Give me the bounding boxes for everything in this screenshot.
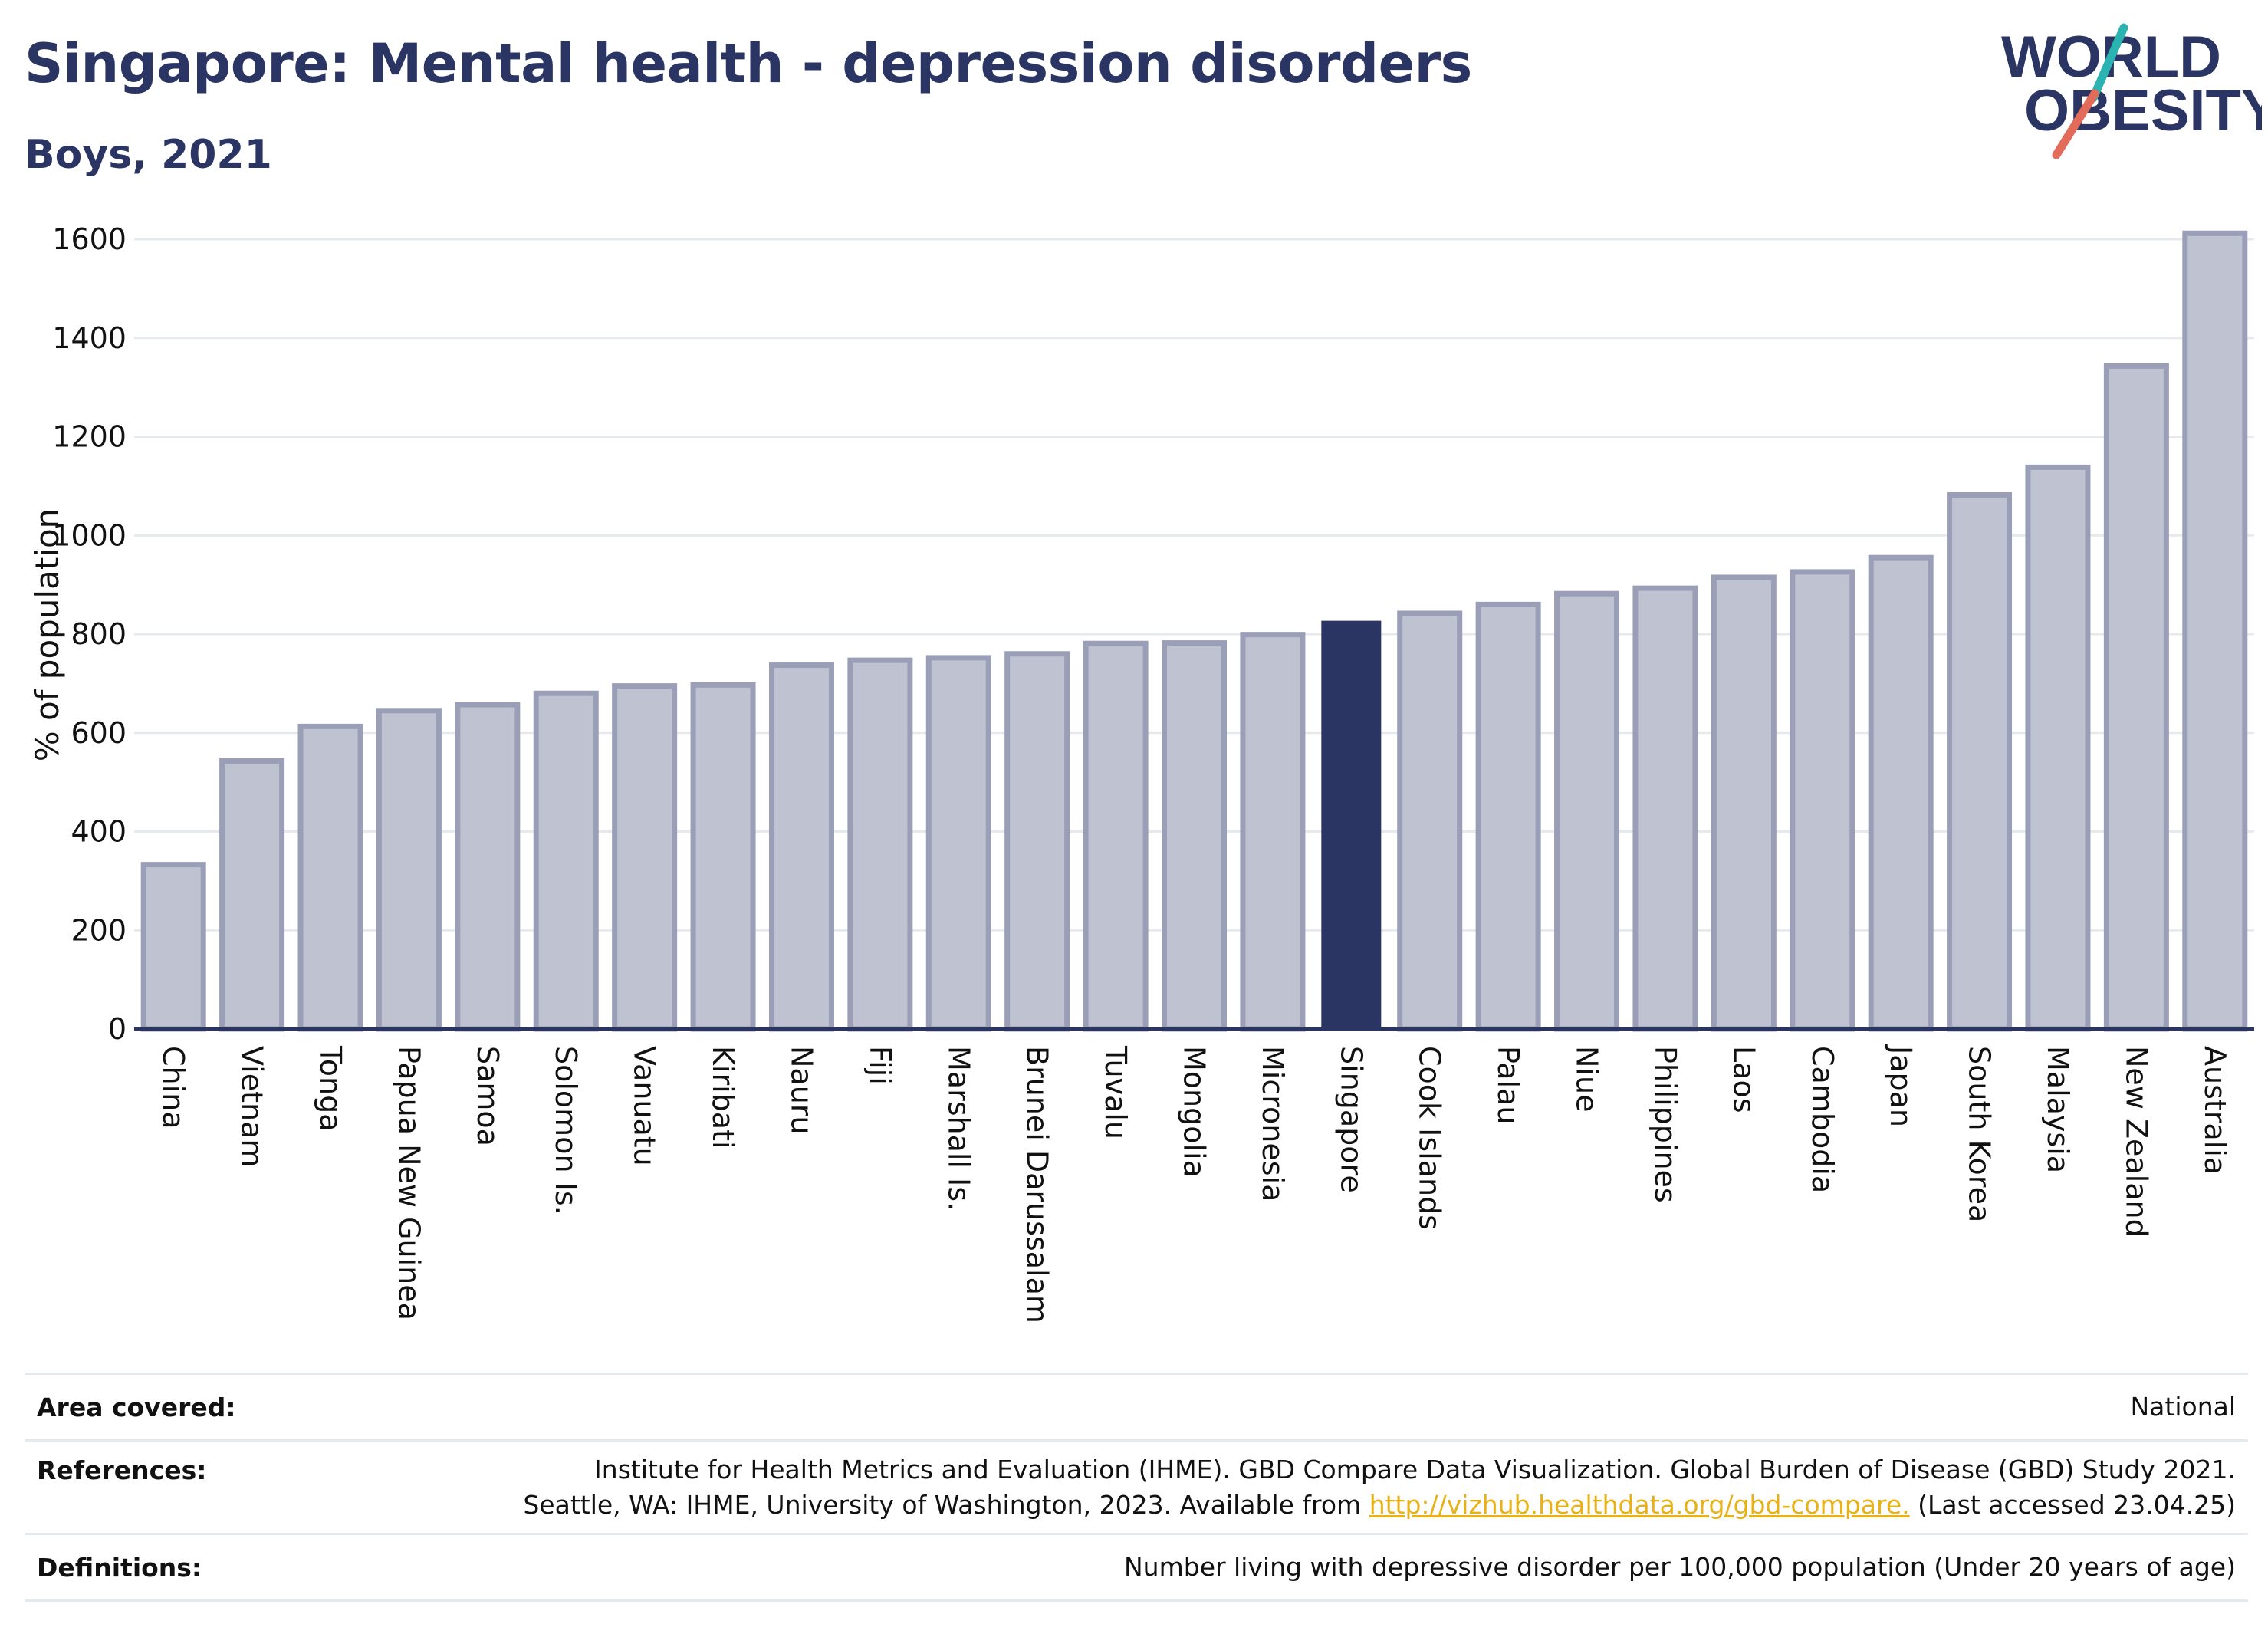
bar-australia [2182,230,2248,1032]
meta-row-references: References: Institute for Health Metrics… [25,1439,2248,1533]
definitions-value: Number living with depressive disorder p… [1124,1551,2236,1582]
bar-marshall-is [925,655,991,1032]
x-tick-label: Papua New Guinea [392,1046,426,1320]
bar-south-korea [1947,492,2013,1032]
logo-text-obesity: OBESITY [2024,78,2262,143]
x-tick-label: Singapore [1334,1046,1368,1193]
bar-kiribati [690,682,756,1032]
y-tick-label: 600 [71,716,127,750]
bar-samoa [455,702,521,1032]
bar-new-zealand [2103,363,2169,1032]
x-tick-label: China [156,1046,190,1129]
meta-row-area: Area covered: National [25,1373,2248,1439]
y-tick-label: 400 [71,815,127,849]
metadata-table: Area covered: National References: Insti… [25,1373,2248,1602]
bar-malaysia [2025,464,2091,1032]
bar-tuvalu [1083,640,1149,1032]
x-tick-label: Palau [1491,1046,1525,1124]
bar-japan [1868,554,1934,1032]
x-tick-label: Vietnam [235,1046,269,1167]
x-tick-label: Solomon Is. [549,1046,583,1215]
bar-mongolia [1162,640,1227,1032]
bar-papua-new-guinea [376,708,442,1032]
references-line-1: Institute for Health Metrics and Evaluat… [594,1455,2236,1484]
axes: 0 200 400 600 800 1000 1200 1400 1600 % of popula… [28,222,2254,1323]
world-obesity-logo: WORLD OBESITY [2001,23,2262,159]
bar-micronesia [1240,632,1306,1032]
references-link[interactable]: http://vizhub.healthdata.org/gbd-compare… [1369,1490,1910,1521]
x-tick-label: Brunei Darussalam [1021,1046,1054,1323]
logo-slash-teal [2089,23,2128,103]
x-tick-label: Tuvalu [1099,1045,1132,1139]
y-tick-label: 800 [71,617,127,651]
bar-brunei-darussalam [1004,651,1070,1032]
x-tick-label: Cambodia [1806,1046,1839,1193]
references-line-2-prefix: Seattle, WA: IHME, University of Washing… [523,1490,1369,1521]
x-tick-label: Australia [2198,1046,2232,1175]
x-tick-label: Kiribati [706,1046,740,1149]
bar-palau [1475,601,1541,1032]
bar-fiji [847,657,913,1032]
x-tick-label: Micronesia [1256,1046,1290,1202]
bar-nauru [768,662,834,1032]
bar-tonga [297,723,363,1032]
y-tick-label: 0 [108,1012,127,1046]
x-tick-label: Japan [1884,1044,1918,1127]
x-tick-label: Niue [1570,1046,1604,1112]
bar-cook-islands [1397,610,1463,1032]
references-value: Institute for Health Metrics and Evaluat… [523,1452,2248,1523]
x-tick-label: South Korea [1963,1046,1997,1222]
bar-singapore [1321,620,1382,1029]
meta-row-definitions: Definitions: Number living with depressi… [25,1533,2248,1602]
area-covered-label: Area covered: [37,1392,236,1422]
references-label: References: [37,1455,207,1485]
bar-china [140,862,206,1032]
chart-title: Singapore: Mental health - depression di… [25,32,1472,95]
y-tick-label: 200 [71,913,127,947]
x-tick-label: New Zealand [2119,1046,2153,1238]
chart-subtitle: Boys, 2021 [25,132,272,178]
area-covered-value: National [2130,1391,2236,1422]
bar-vanuatu [612,683,678,1032]
x-tick-label: Laos [1727,1046,1760,1113]
bar-laos [1711,574,1777,1032]
x-tick-label: Mongolia [1178,1046,1211,1178]
x-tick-label: Philippines [1648,1046,1682,1203]
logo-slash-red [2052,89,2099,159]
bars [140,230,2248,1032]
x-tick-label: Malaysia [2041,1046,2075,1173]
y-axis-label: % of population [28,508,66,762]
bar-solomon-is [533,690,599,1032]
y-tick-label: 1000 [52,518,127,552]
bar-philippines [1632,585,1698,1032]
y-tick-label: 1400 [52,321,127,355]
x-tick-label: Marshall Is. [942,1046,975,1211]
y-tick-label: 1200 [52,420,127,454]
y-tick-label: 1600 [52,222,127,256]
bar-vietnam [219,758,285,1032]
x-tick-label: Vanuatu [628,1046,662,1166]
definitions-label: Definitions: [37,1552,202,1583]
x-tick-label: Fiji [863,1046,897,1085]
x-tick-label: Samoa [471,1046,505,1146]
bar-cambodia [1790,569,1855,1032]
bar-chart: 0 200 400 600 800 1000 1200 1400 1600 % of popula… [28,222,2254,1323]
x-tick-label: Nauru [784,1046,818,1135]
x-tick-label: Cook Islands [1413,1046,1447,1230]
x-tick-label: Tonga [314,1045,347,1132]
references-line-2-suffix: (Last accessed 23.04.25) [1909,1490,2236,1521]
references-line-2: Seattle, WA: IHME, University of Washing… [523,1488,2236,1523]
bar-niue [1554,590,1620,1032]
